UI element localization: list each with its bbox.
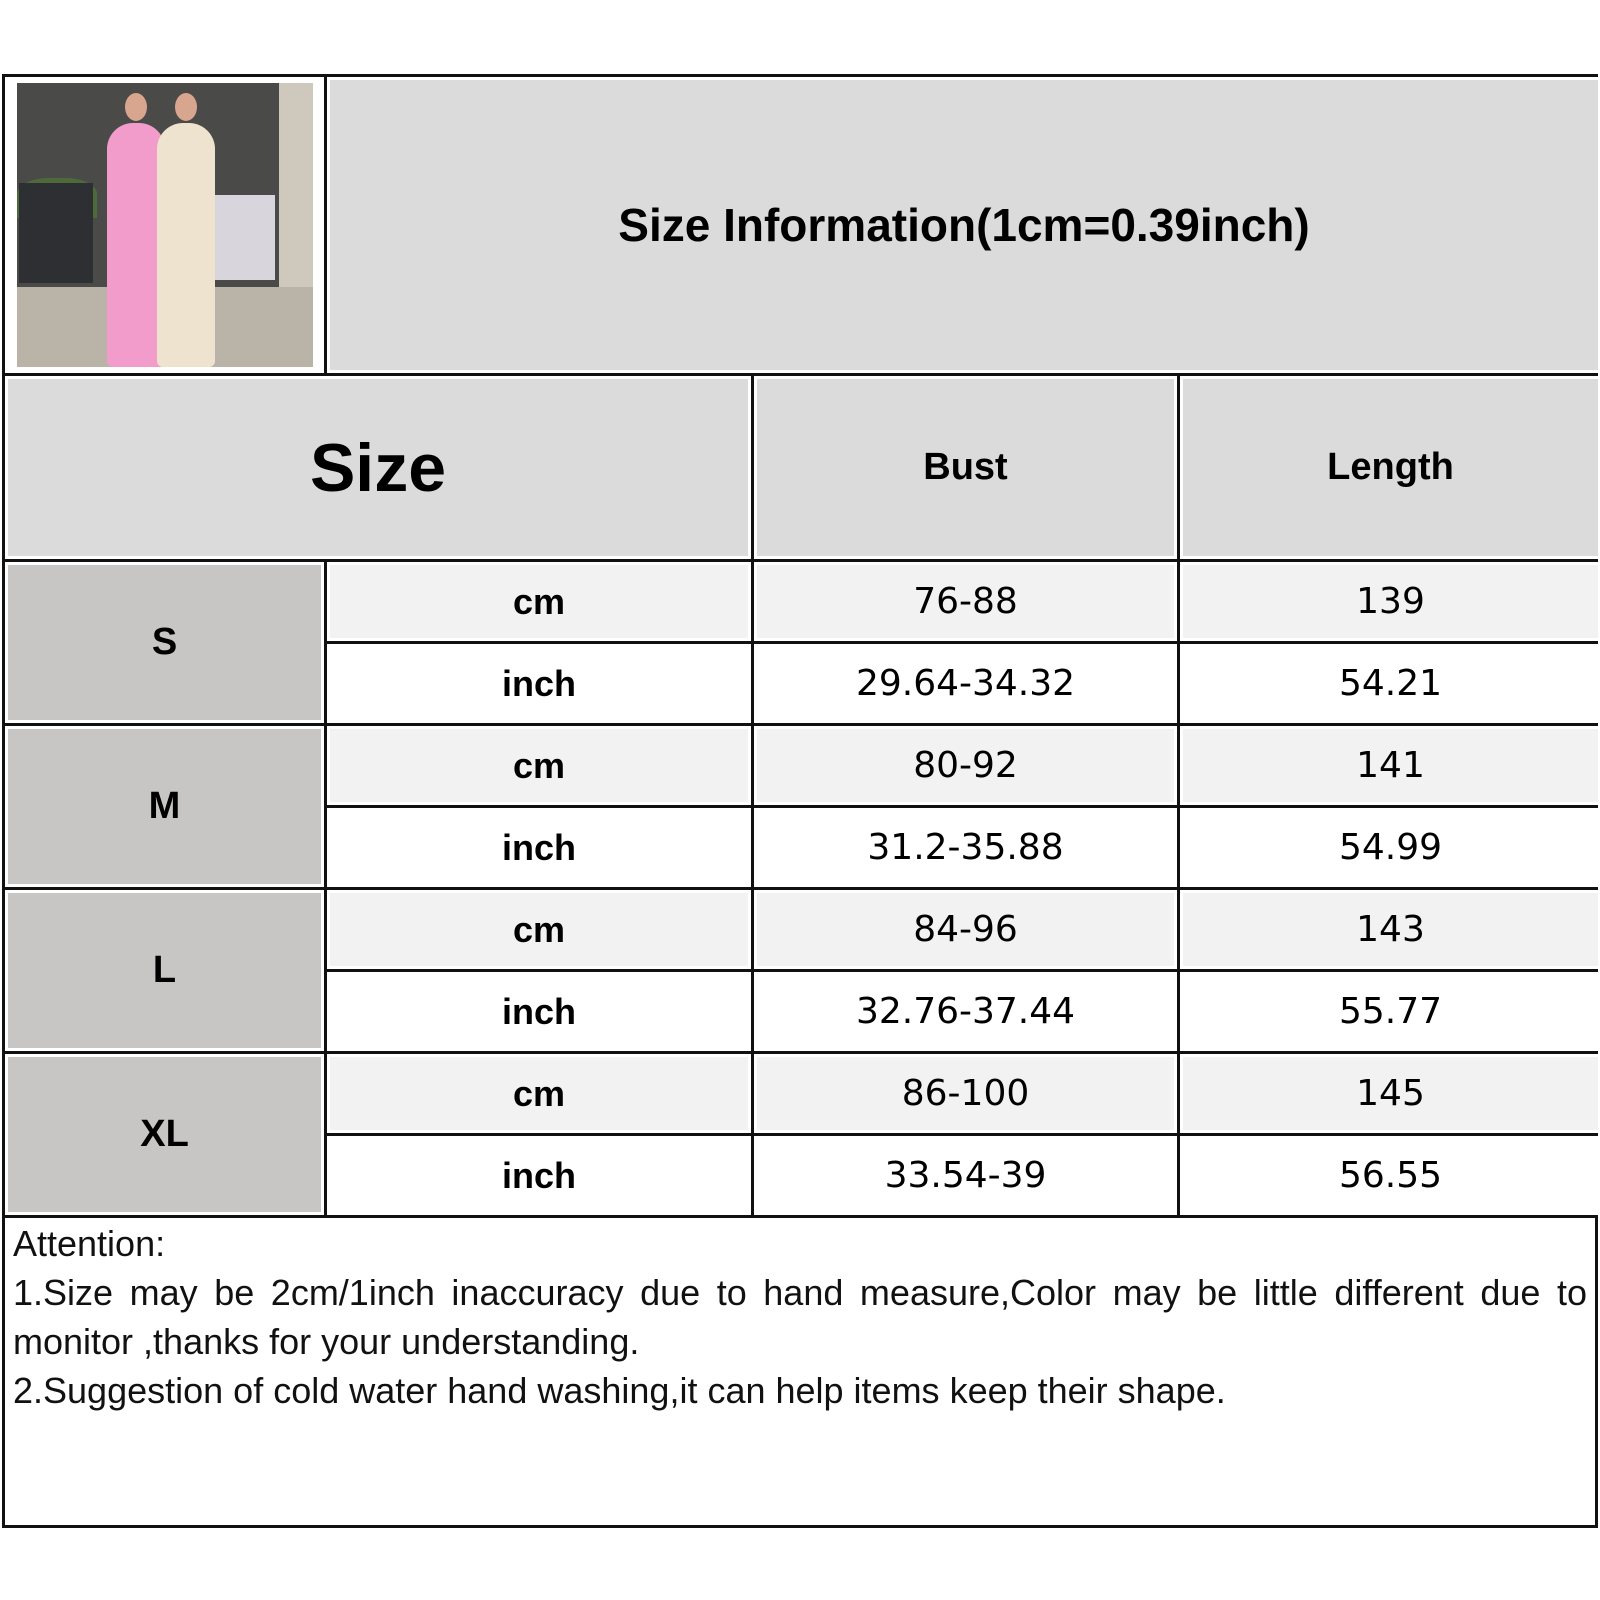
unit-cell-text: cm: [512, 744, 566, 786]
unit-cell-text: inch: [501, 662, 576, 704]
title-cell: Size Information(1cm=0.39inch): [327, 77, 1600, 373]
length-value-text: 143: [1356, 909, 1425, 950]
bust-value-text: 86-100: [901, 1073, 1030, 1114]
unit-cell: inch: [327, 972, 751, 1051]
length-value: 141: [1180, 726, 1600, 805]
size-label: M: [5, 726, 324, 887]
bust-value-text: 76-88: [913, 581, 1018, 622]
size-label: S: [5, 562, 324, 723]
bust-value-text: 32.76-37.44: [855, 991, 1076, 1032]
bust-value: 84-96: [754, 890, 1177, 969]
bust-value-text: 29.64-34.32: [855, 663, 1076, 704]
length-value: 54.21: [1180, 644, 1600, 723]
size-chart-table: Size Information(1cm=0.39inch) Size Bust…: [2, 74, 1600, 1218]
length-value-text: 54.21: [1338, 663, 1443, 704]
bust-header: Bust: [754, 376, 1177, 559]
length-value-text: 139: [1356, 581, 1425, 622]
beige-dress: [157, 123, 215, 367]
bust-value: 31.2-35.88: [754, 808, 1177, 887]
unit-cell-text: cm: [512, 1072, 566, 1114]
unit-cell: inch: [327, 644, 751, 723]
unit-cell-text: cm: [512, 908, 566, 950]
attention-note: 1.Size may be 2cm/1inch inaccuracy due t…: [13, 1272, 1587, 1362]
unit-cell: cm: [327, 1054, 751, 1133]
size-label-text: M: [148, 785, 181, 827]
size-header-label: Size: [309, 429, 447, 506]
bust-value-text: 80-92: [913, 745, 1018, 786]
unit-cell: cm: [327, 726, 751, 805]
unit-cell-text: inch: [501, 1154, 576, 1196]
bust-value: 33.54-39: [754, 1136, 1177, 1215]
bust-value: 80-92: [754, 726, 1177, 805]
length-value: 143: [1180, 890, 1600, 969]
unit-cell-text: cm: [512, 580, 566, 622]
length-value-text: 141: [1356, 745, 1425, 786]
bust-value: 29.64-34.32: [754, 644, 1177, 723]
length-value-text: 56.55: [1338, 1155, 1443, 1196]
length-value-text: 55.77: [1338, 991, 1443, 1032]
unit-cell: inch: [327, 808, 751, 887]
size-label: L: [5, 890, 324, 1051]
length-value: 56.55: [1180, 1136, 1600, 1215]
unit-cell: cm: [327, 890, 751, 969]
size-label-text: L: [152, 949, 177, 991]
product-photo: [5, 77, 324, 373]
product-photo-image: [17, 83, 313, 367]
length-header-label: Length: [1327, 446, 1454, 488]
unit-cell-text: inch: [501, 826, 576, 868]
length-value-text: 54.99: [1338, 827, 1443, 868]
bust-value-text: 84-96: [913, 909, 1018, 950]
unit-cell-text: inch: [501, 990, 576, 1032]
bust-value: 32.76-37.44: [754, 972, 1177, 1051]
pink-dress: [107, 123, 165, 367]
size-label-text: S: [151, 621, 178, 663]
attention-heading: Attention:: [13, 1223, 166, 1264]
bust-value: 76-88: [754, 562, 1177, 641]
size-header: Size: [5, 376, 751, 559]
bust-header-label: Bust: [923, 446, 1008, 488]
attention-box: Attention: 1.Size may be 2cm/1inch inacc…: [2, 1215, 1598, 1528]
bust-value-text: 33.54-39: [884, 1155, 1047, 1196]
length-value: 139: [1180, 562, 1600, 641]
length-value-text: 145: [1356, 1073, 1425, 1114]
unit-cell: inch: [327, 1136, 751, 1215]
page-title: Size Information(1cm=0.39inch): [618, 199, 1310, 251]
unit-cell: cm: [327, 562, 751, 641]
length-value: 145: [1180, 1054, 1600, 1133]
attention-note: 2.Suggestion of cold water hand washing,…: [13, 1370, 1226, 1411]
bust-value: 86-100: [754, 1054, 1177, 1133]
bust-value-text: 31.2-35.88: [867, 827, 1064, 868]
size-label-text: XL: [140, 1113, 189, 1155]
length-value: 54.99: [1180, 808, 1600, 887]
length-value: 55.77: [1180, 972, 1600, 1051]
length-header: Length: [1180, 376, 1600, 559]
size-label: XL: [5, 1054, 324, 1215]
